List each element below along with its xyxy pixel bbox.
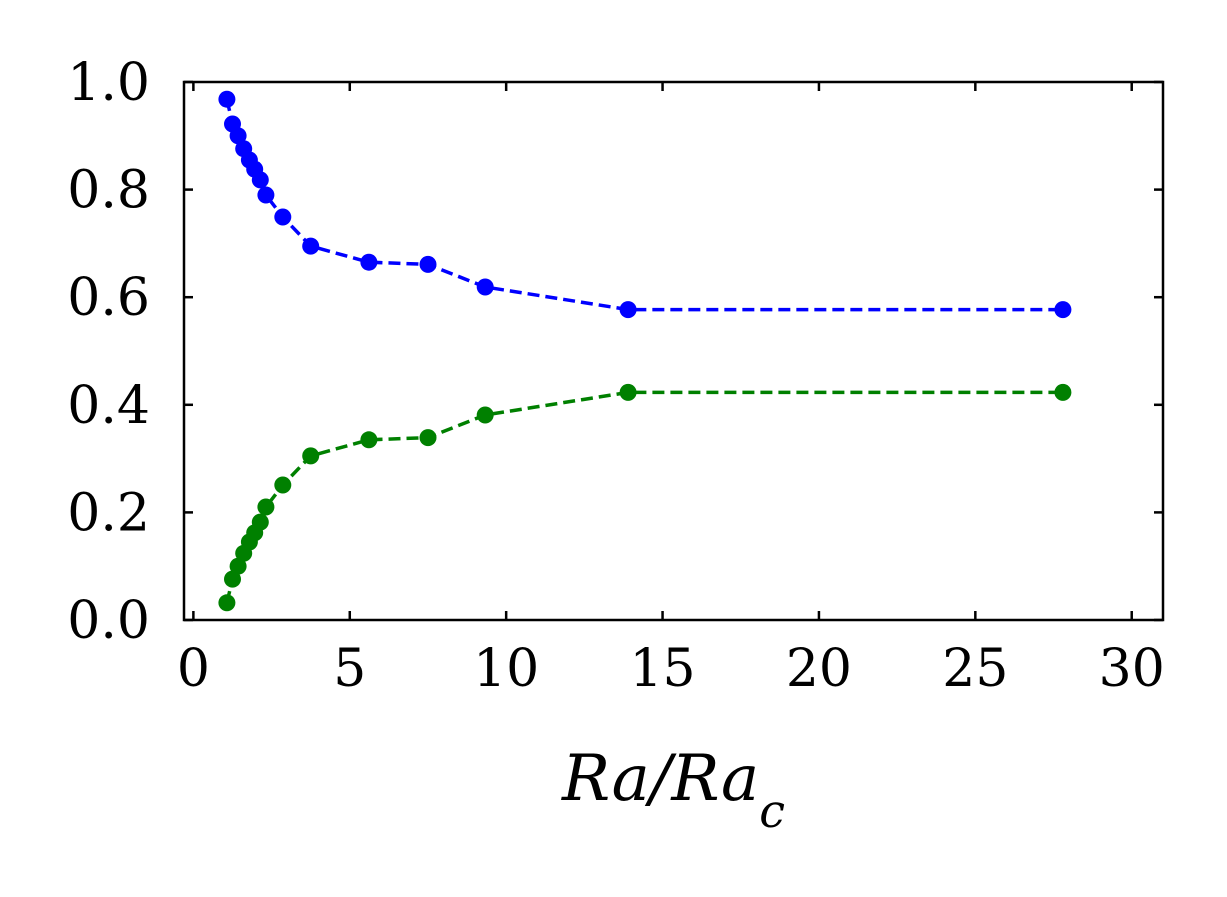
series-1-point: [1054, 301, 1072, 319]
x-tick-label: 30: [1099, 639, 1165, 699]
series-2-point: [419, 429, 437, 447]
series-2-point: [476, 406, 494, 424]
y-tick-label: 0.8: [67, 161, 150, 221]
series-1-point: [619, 301, 637, 319]
series-2-point: [1054, 383, 1072, 401]
series-1-point: [257, 186, 275, 204]
x-tick-label: 20: [786, 639, 852, 699]
series-2-point: [224, 570, 241, 588]
series-1-line: [225, 98, 1063, 312]
series-2-point: [302, 447, 320, 465]
series-2-point: [257, 498, 275, 516]
series-1-point: [360, 253, 378, 271]
series-2-point: [619, 383, 637, 401]
series-2-point: [251, 513, 269, 531]
series-2-point: [218, 594, 236, 612]
ticks-layer: 0 5 10 15 20 25 30 0.0 0.2 0.4 0.6 0.8 1.0: [67, 53, 1165, 699]
y-tick-label: 1.0: [67, 53, 150, 113]
series-1-point: [218, 90, 236, 108]
x-tick-label: 15: [629, 639, 695, 699]
y-tick-label: 0.6: [67, 268, 150, 328]
series-2-point: [360, 431, 378, 449]
series-1-point: [476, 278, 494, 296]
series-1-point: [419, 255, 437, 273]
series-2-line: [225, 390, 1063, 604]
series-1-point: [229, 127, 247, 145]
y-tick-label: 0.0: [67, 591, 150, 651]
series-1-point: [302, 237, 320, 255]
plot-frame: [182, 80, 1165, 622]
series-1-point: [251, 171, 269, 189]
x-axis-label: Ra/Rac: [561, 742, 785, 838]
x-axis-label-subscript: c: [759, 784, 785, 838]
marks-layer: [218, 90, 1072, 612]
series-1-point: [274, 208, 292, 226]
x-tick-label: 5: [333, 639, 366, 699]
series-2-point: [229, 557, 247, 575]
x-tick-label: 0: [177, 639, 210, 699]
x-tick-label: 10: [473, 639, 539, 699]
y-tick-label: 0.2: [67, 483, 150, 543]
y-tick-label: 0.4: [67, 376, 150, 436]
series-2-point: [274, 476, 292, 494]
x-axis-label-main: Ra/Ra: [561, 742, 759, 816]
x-tick-label: 25: [942, 639, 1008, 699]
